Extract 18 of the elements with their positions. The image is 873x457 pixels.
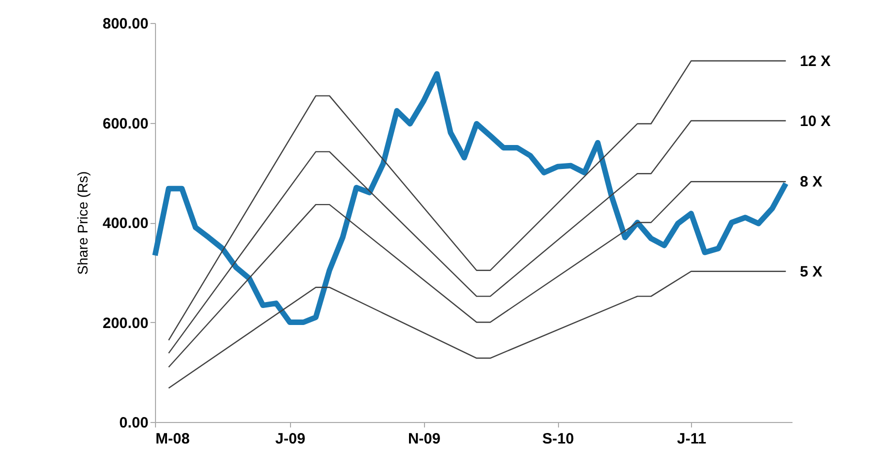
series-label: 12 X	[800, 52, 831, 70]
y-tick-label: 600.00	[102, 115, 148, 132]
series-label: 10 X	[800, 112, 831, 130]
y-tick-label: 800.00	[102, 16, 148, 32]
line-series	[168, 181, 786, 368]
x-tick-label: N-09	[408, 430, 440, 448]
y-axis-title: Share Price (Rs)	[74, 171, 91, 275]
line-series	[168, 270, 786, 389]
x-tick-label: J-09	[275, 430, 306, 448]
y-tick-label: 0.00	[119, 414, 148, 432]
y-tick-label: 200.00	[102, 314, 148, 332]
line-series	[168, 120, 786, 354]
x-tick-label: J-11	[677, 430, 706, 448]
series-label: 8 X	[800, 174, 822, 191]
x-tick-label: M-08	[156, 430, 190, 448]
y-tick-label: 400.00	[102, 215, 148, 232]
series-label: 5 X	[800, 263, 822, 280]
x-tick-label: S-10	[542, 430, 574, 448]
